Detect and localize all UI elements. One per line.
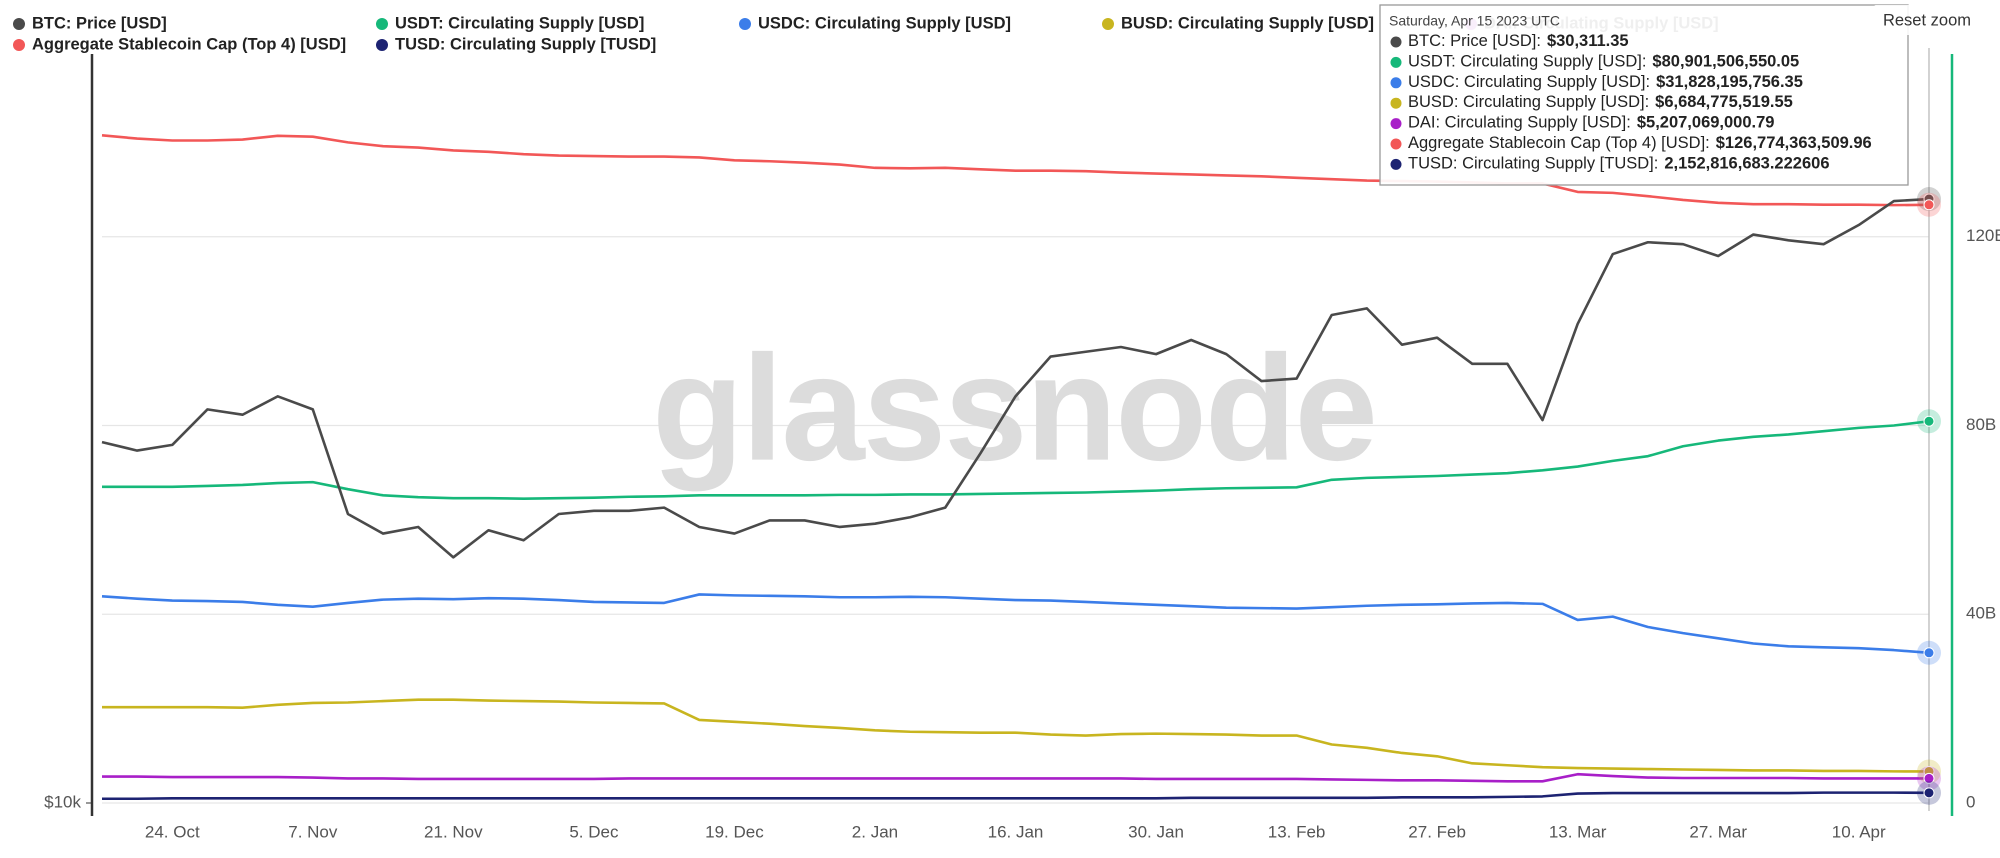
- x-tick-label: 27. Feb: [1408, 822, 1466, 841]
- tooltip-swatch: [1390, 56, 1402, 68]
- tooltip-swatch: [1390, 118, 1402, 130]
- x-tick-label: 7. Nov: [288, 822, 338, 841]
- tooltip-label: Aggregate Stablecoin Cap (Top 4) [USD]:: [1408, 134, 1710, 152]
- tooltip-swatch: [1390, 158, 1402, 170]
- tooltip-label: TUSD: Circulating Supply [TUSD]:: [1408, 155, 1658, 173]
- legend-swatch: [376, 18, 388, 30]
- x-tick-label: 16. Jan: [988, 822, 1044, 841]
- tooltip-label: BTC: Price [USD]:: [1408, 32, 1541, 50]
- series-line: [102, 698, 1930, 773]
- tooltip-swatch: [1390, 138, 1402, 150]
- tooltip-value: $80,901,506,550.05: [1652, 53, 1799, 71]
- legend-item[interactable]: TUSD: Circulating Supply [TUSD]: [376, 35, 656, 53]
- tooltip-row: USDT: Circulating Supply [USD]: $80,901,5…: [1408, 53, 1799, 71]
- hover-marker: [1923, 415, 1935, 427]
- y-tick-label: $10k: [44, 792, 81, 811]
- hover-marker: [1923, 787, 1935, 799]
- legend-swatch: [13, 39, 25, 51]
- hover-marker: [1923, 199, 1935, 211]
- legend-swatch: [739, 18, 751, 30]
- series-line: [101, 197, 1930, 559]
- x-tick-label: 10. Apr: [1832, 822, 1886, 841]
- x-tick-label: 13. Mar: [1549, 822, 1607, 841]
- legend-item[interactable]: Aggregate Stablecoin Cap (Top 4) [USD]: [13, 35, 346, 53]
- hover-marker: [1923, 647, 1935, 659]
- tooltip-row: DAI: Circulating Supply [USD]: $5,207,069…: [1408, 114, 1774, 132]
- legend-label: USDT: Circulating Supply [USD]: [395, 14, 644, 32]
- tooltip-title: Saturday, Apr 15 2023 UTC: [1389, 13, 1560, 29]
- tooltip-swatch: [1390, 36, 1402, 48]
- tooltip-row: BUSD: Circulating Supply [USD]: $6,684,77…: [1408, 94, 1793, 112]
- legend-label: TUSD: Circulating Supply [TUSD]: [395, 35, 656, 53]
- x-tick-label: 19. Dec: [705, 822, 764, 841]
- x-tick-label: 30. Jan: [1128, 822, 1184, 841]
- legend-swatch: [376, 39, 388, 51]
- reset-zoom-label: Reset zoom: [1883, 11, 1971, 29]
- x-tick-label: 5. Dec: [569, 822, 619, 841]
- tooltip-value: $5,207,069,000.79: [1637, 114, 1775, 132]
- tooltip-label: BUSD: Circulating Supply [USD]:: [1408, 94, 1649, 112]
- hover-marker: [1923, 772, 1935, 784]
- tooltip-box: [1379, 4, 1909, 186]
- tooltip-label: USDT: Circulating Supply [USD]:: [1408, 53, 1646, 71]
- tooltip-row: USDC: Circulating Supply [USD]: $31,828,1…: [1408, 73, 1803, 91]
- x-tick-label: 21. Nov: [424, 822, 483, 841]
- legend-item[interactable]: USDC: Circulating Supply [USD]: [739, 14, 1011, 32]
- tooltip-value: $30,311.35: [1547, 32, 1629, 50]
- tooltip-row: Aggregate Stablecoin Cap (Top 4) [USD]: $…: [1408, 134, 1872, 152]
- series-line: [102, 419, 1930, 500]
- legend-label: USDC: Circulating Supply [USD]: [758, 14, 1011, 32]
- tooltip-label: DAI: Circulating Supply [USD]:: [1408, 114, 1631, 132]
- watermark: glassnode: [652, 324, 1376, 492]
- y2-tick-label: 40B: [1966, 604, 1996, 623]
- reset-zoom-box: [1874, 5, 1980, 35]
- legend-item[interactable]: BUSD: Circulating Supply [USD]: [1102, 14, 1374, 32]
- legend-item[interactable]: USDT: Circulating Supply [USD]: [376, 14, 644, 32]
- y2-tick-label: 0: [1966, 792, 1975, 811]
- x-tick-label: 27. Mar: [1689, 822, 1747, 841]
- tooltip-swatch: [1390, 97, 1402, 109]
- tooltip-row: BTC: Price [USD]: $30,311.35: [1408, 32, 1629, 50]
- tooltip-value: 2,152,816,683.222606: [1664, 155, 1829, 173]
- reset-zoom-button[interactable]: Reset zoom: [1874, 5, 1980, 35]
- legend-swatch: [1102, 18, 1114, 30]
- series-line: [102, 791, 1930, 801]
- x-tick-label: 2. Jan: [852, 822, 898, 841]
- series-line: [101, 593, 1930, 655]
- tooltip-value: $31,828,195,756.35: [1656, 73, 1803, 91]
- legend-label: Aggregate Stablecoin Cap (Top 4) [USD]: [32, 35, 346, 53]
- series-line: [102, 772, 1930, 783]
- tooltip: Saturday, Apr 15 2023 UTC BTC: Price [USD…: [1379, 4, 1909, 186]
- tooltip-value: $126,774,363,509.96: [1716, 134, 1872, 152]
- tooltip-row: TUSD: Circulating Supply [TUSD]: 2,152,81…: [1408, 155, 1830, 173]
- legend-swatch: [13, 18, 25, 30]
- tooltip-swatch: [1390, 77, 1402, 89]
- x-tick-label: 13. Feb: [1268, 822, 1326, 841]
- legend-label: BUSD: Circulating Supply [USD]: [1121, 14, 1374, 32]
- x-tick-label: 24. Oct: [145, 822, 200, 841]
- tooltip-label: USDC: Circulating Supply [USD]:: [1408, 73, 1650, 91]
- y2-tick-label: 120B: [1966, 226, 2000, 245]
- tooltip-value: $6,684,775,519.55: [1655, 94, 1793, 112]
- legend-item[interactable]: BTC: Price [USD]: [13, 14, 167, 32]
- legend-label: BTC: Price [USD]: [32, 14, 167, 32]
- series-line: [101, 134, 1930, 207]
- y2-tick-label: 80B: [1966, 415, 1996, 434]
